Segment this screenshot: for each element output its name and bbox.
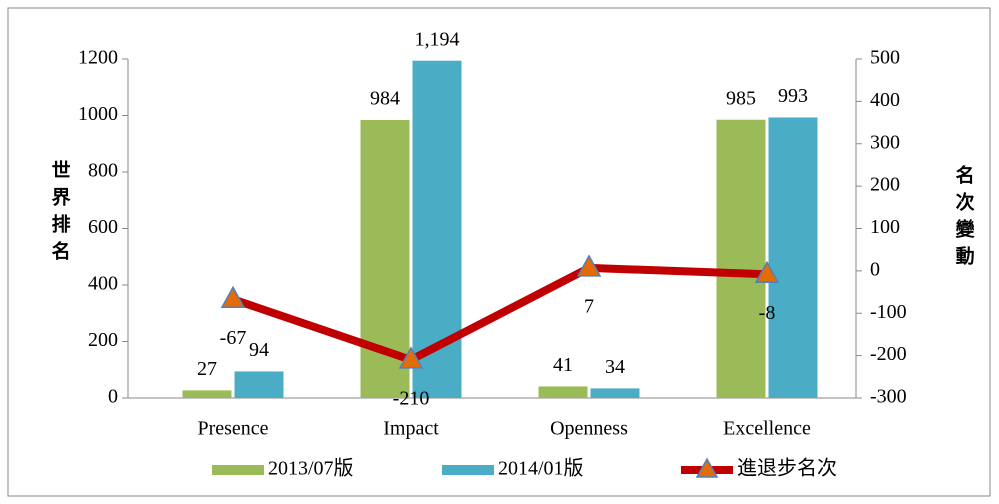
line-series bbox=[231, 263, 768, 364]
y2-tick-label: 200 bbox=[870, 174, 900, 196]
x-tick-label: Impact bbox=[383, 418, 439, 440]
y-tick-label: 1000 bbox=[78, 103, 118, 125]
y2-tick-label: -100 bbox=[870, 301, 907, 323]
y2-tick-label: 400 bbox=[870, 89, 900, 111]
y-tick-label: 800 bbox=[88, 160, 118, 182]
y-tick-label: 0 bbox=[108, 386, 118, 408]
bar-value-label: 34 bbox=[605, 356, 625, 378]
chart-border bbox=[7, 7, 991, 497]
legend-label: 進退步名次 bbox=[737, 457, 837, 480]
y2-tick-label: 500 bbox=[870, 47, 900, 69]
bar-value-label: 94 bbox=[249, 339, 269, 361]
x-tick-label: Openness bbox=[550, 418, 628, 440]
legend-label: 2013/07版 bbox=[268, 457, 354, 480]
line-marker bbox=[754, 260, 780, 284]
line-marker bbox=[220, 285, 246, 309]
bar-value-label: 41 bbox=[553, 354, 573, 376]
y2-tick-label: -200 bbox=[870, 343, 907, 365]
y2-tick-label: 100 bbox=[870, 216, 900, 238]
bar-value-label: 1,194 bbox=[415, 28, 460, 50]
line-value-label: -67 bbox=[220, 327, 247, 349]
bar-value-label: 985 bbox=[726, 87, 756, 109]
y2-tick-label: -300 bbox=[870, 386, 907, 408]
y2-tick-label: 300 bbox=[870, 131, 900, 153]
bar-value-label: 27 bbox=[197, 358, 217, 380]
legend-swatch bbox=[442, 465, 494, 475]
line-value-label: 7 bbox=[584, 296, 594, 318]
y-tick-label: 400 bbox=[88, 273, 118, 295]
bar bbox=[182, 390, 232, 398]
legend-swatch bbox=[212, 465, 264, 475]
y-axis-label: 世界排名 bbox=[49, 160, 71, 268]
line-marker bbox=[576, 254, 602, 277]
bar bbox=[716, 119, 766, 399]
x-tick-label: Presence bbox=[197, 418, 268, 440]
line-value-label: -8 bbox=[759, 302, 776, 324]
bar bbox=[538, 386, 588, 398]
y-tick-label: 200 bbox=[88, 329, 118, 351]
y2-tick-label: 0 bbox=[870, 258, 880, 280]
y2-axis-label: 名次變動 bbox=[953, 164, 975, 273]
y-tick-label: 600 bbox=[88, 216, 118, 238]
line-marker bbox=[398, 346, 424, 369]
line-value-label: -210 bbox=[393, 387, 430, 409]
x-tick-label: Excellence bbox=[723, 418, 811, 440]
bar bbox=[234, 371, 284, 398]
bar-value-label: 984 bbox=[370, 88, 400, 110]
bar-value-label: 993 bbox=[778, 85, 808, 107]
y-tick-label: 1200 bbox=[78, 47, 118, 69]
legend-marker bbox=[695, 457, 719, 478]
legend-label: 2014/01版 bbox=[498, 457, 584, 480]
bar bbox=[590, 388, 640, 398]
bar bbox=[768, 117, 818, 398]
